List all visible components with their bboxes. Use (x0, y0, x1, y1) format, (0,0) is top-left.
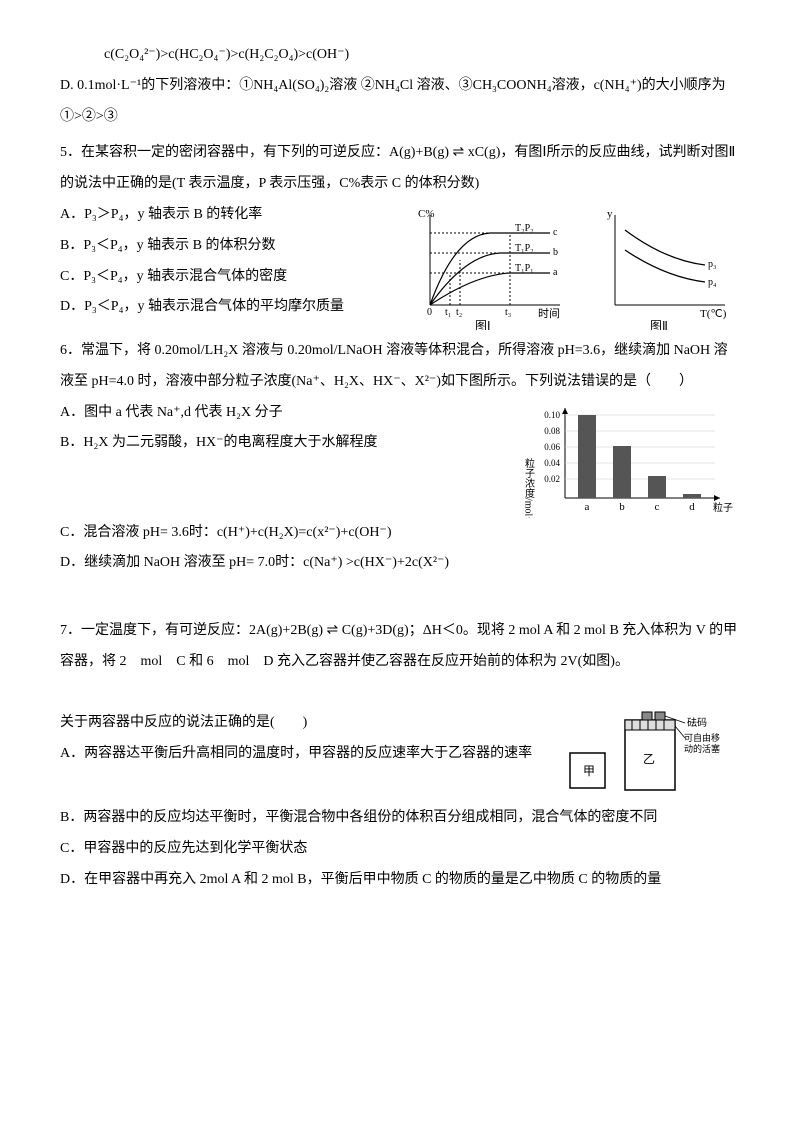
q7-jia: 甲 (583, 764, 595, 778)
c2-ylabel: y (607, 208, 613, 220)
q6-optC: C．混合溶液 pH= 3.6时：c(H⁺)+c(H₂X)=c(x²⁻)+c(OH… (60, 518, 740, 549)
c1-e2: b (553, 247, 558, 258)
q5-figure: C% T₂P₂ T₁P₂ T₁P₁ c b a 0 (400, 200, 740, 330)
c1-t0: 0 (427, 307, 432, 318)
q4-optD: D. 0.1mol·L⁻¹的下列溶液中：①NH₄Al(SO₄)₂溶液 ②NH₄C… (60, 71, 740, 133)
c1-l2: T₁P₂ (515, 243, 534, 254)
q6-chart: 0.10 0.08 0.06 0.04 0.02 a b c d 粒子 (520, 398, 740, 518)
q7-yi: 乙 (643, 752, 655, 766)
c1-t2: t₂ (456, 307, 462, 318)
q6-bb: b (619, 501, 625, 513)
q6-yt3: 0.06 (544, 442, 560, 452)
q6-yt1: 0.02 (544, 474, 560, 484)
q7-optD: D．在甲容器中再充入 2mol A 和 2 mol B，平衡后甲中物质 C 的物… (60, 865, 740, 896)
q6-bc: c (655, 501, 660, 513)
c1-t3: t₃ (505, 307, 511, 318)
c1-e3: a (553, 267, 558, 278)
q6-yt2: 0.04 (544, 458, 560, 468)
q4-line1: c(C₂O₄²⁻)>c(HC₂O₄⁻)>c(H₂C₂O₄)>c(OH⁻) (60, 40, 740, 71)
q6-ylabel: 粒子浓度/mol·L⁻¹ (523, 456, 535, 517)
q6-stem: 6．常温下，将 0.20mol/LH₂X 溶液与 0.20mol/LNaOH 溶… (60, 336, 740, 398)
c1-ylabel: C% (418, 208, 435, 220)
c2-l1: p₃ (708, 259, 717, 270)
q6-yt4: 0.08 (544, 426, 560, 436)
q7-note1: 砝码 (687, 716, 707, 729)
q6-bd: d (689, 501, 695, 513)
q5-stem: 5．在某容积一定的密闭容器中，有下列的可逆反应：A(g)+B(g) ⇌ xC(g… (60, 138, 740, 200)
q6-optD: D．继续滴加 NaOH 溶液至 pH= 7.0时：c(Na⁺) >c(HX⁻)+… (60, 548, 740, 579)
q7-optC: C．甲容器中的反应先达到化学平衡状态 (60, 834, 740, 865)
q7-note2b: 动的活塞 (684, 743, 720, 754)
c1-t1: t₁ (445, 307, 451, 318)
q6-xlabel: 粒子 (713, 501, 733, 514)
c1-l1: T₂P₂ (515, 223, 534, 234)
c1-e1: c (553, 227, 558, 238)
q7-stem: 7．一定温度下，有可逆反应：2A(g)+2B(g) ⇌ C(g)+3D(g)；Δ… (60, 616, 740, 678)
q6-ba: a (585, 501, 590, 513)
c1-xlabel: 时间 (538, 307, 560, 320)
q7-diagram: 甲 乙 砝码 可自由移 动的活塞 (560, 708, 740, 803)
q7-note2a: 可自由移 (684, 732, 720, 743)
c2-title: 图Ⅱ (650, 319, 668, 330)
q7-optB: B．两容器中的反应均达平衡时，平衡混合物中各组份的体积百分组成相同，混合气体的密… (60, 803, 740, 834)
c1-title: 图Ⅰ (475, 319, 491, 330)
c2-l2: p₄ (708, 277, 717, 288)
q6-yt5: 0.10 (544, 410, 560, 420)
c2-xlabel: T(℃) (700, 308, 727, 320)
c1-l3: T₁P₁ (515, 263, 534, 274)
